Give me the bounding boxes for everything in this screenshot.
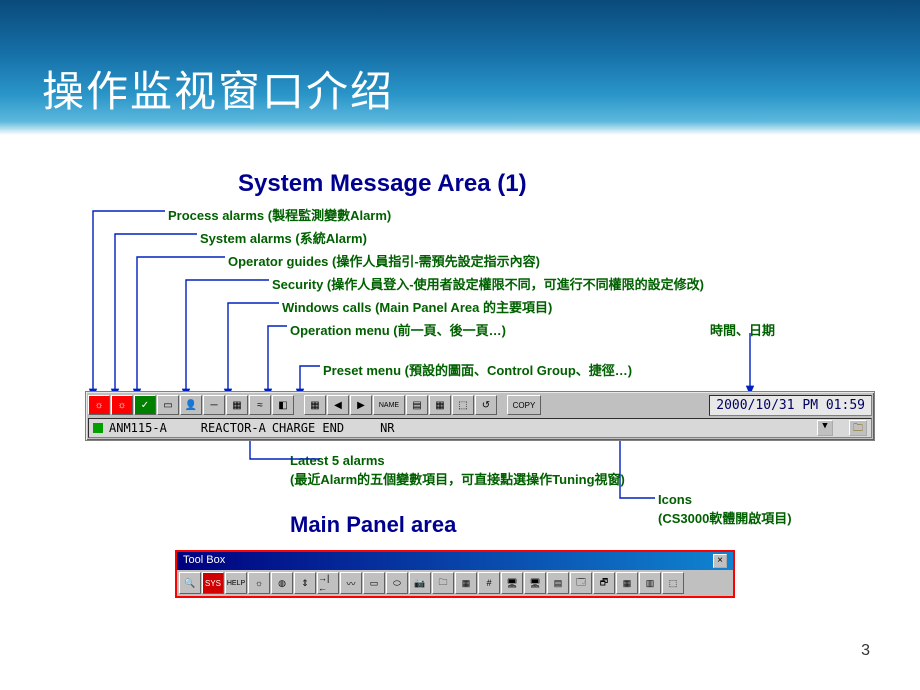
search-icon[interactable]: 🔍	[179, 572, 201, 594]
alarm-msg: CHARGE END	[272, 421, 344, 435]
toolbar-icon[interactable]: ≈	[249, 395, 271, 415]
preset-menu-icon[interactable]: ▦	[304, 395, 326, 415]
alarm-tag: ANM115-A	[109, 421, 167, 435]
annot-latest-alarms-1: Latest 5 alarms	[290, 453, 385, 468]
toolbar-icon[interactable]: ▭	[157, 395, 179, 415]
toolbox-icon[interactable]: 〰	[340, 572, 362, 594]
system-alarm-icon[interactable]: ☼	[111, 395, 133, 415]
alarm-status-icon	[93, 423, 103, 433]
toolbox-icon[interactable]: ▦	[455, 572, 477, 594]
toolbox-icon[interactable]: ▦	[616, 572, 638, 594]
annot-operator-guides: Operator guides (操作人員指引-需預先設定指示內容)	[228, 251, 540, 270]
alarm-unit: REACTOR-A	[201, 421, 266, 435]
page-number: 3	[861, 642, 870, 660]
toolbar-icon[interactable]: ▶	[350, 395, 372, 415]
operator-guide-icon[interactable]: ✓	[134, 395, 156, 415]
toolbox-row: 🔍 SYS HELP ☼ ◍ ⇕ →|← 〰 ▭ ⬭ 📷 🗀 ▦ # 🖥 🖥 ▤…	[177, 570, 733, 596]
toolbox-icon[interactable]: 🖥	[501, 572, 523, 594]
toolbox-icon[interactable]: 🗗	[593, 572, 615, 594]
annot-icons-1: Icons	[658, 492, 692, 507]
toolbox-title-text: Tool Box	[183, 554, 225, 568]
alarm-status: NR	[380, 421, 394, 435]
toolbar-row: ☼ ☼ ✓ ▭ 👤 ─ ▦ ≈ ◧ ▦ ◀ ▶ NAME ▤ ▦ ⬚ ↺ COP…	[88, 394, 872, 416]
alarm-row[interactable]: ANM115-A REACTOR-A CHARGE END NR ▼ 🗀	[88, 418, 872, 438]
slide-title: 操作监视窗口介绍	[42, 58, 394, 119]
close-icon[interactable]: ×	[713, 554, 727, 568]
annot-system-alarms: System alarms (系統Alarm)	[200, 228, 367, 247]
toolbox-icon[interactable]: ⬚	[662, 572, 684, 594]
toolbox-icon[interactable]: #	[478, 572, 500, 594]
toolbox-icon[interactable]: 🗀	[432, 572, 454, 594]
toolbox-icon[interactable]: ◍	[271, 572, 293, 594]
toolbar-icon[interactable]: ▤	[406, 395, 428, 415]
toolbar-icon[interactable]: ⬚	[452, 395, 474, 415]
toolbar-icon[interactable]: ▦	[429, 395, 451, 415]
annot-time-date: 時間、日期	[710, 320, 775, 339]
system-message-bar: ☼ ☼ ✓ ▭ 👤 ─ ▦ ≈ ◧ ▦ ◀ ▶ NAME ▤ ▦ ⬚ ↺ COP…	[85, 391, 875, 441]
section-title-2: Main Panel area	[290, 512, 456, 538]
security-icon[interactable]: 👤	[180, 395, 202, 415]
toolbox-icon[interactable]: 🗔	[570, 572, 592, 594]
annot-latest-alarms-2: (最近Alarm的五個變數項目，可直接點選操作Tuning視窗)	[290, 469, 625, 488]
annot-icons-2: (CS3000軟體開啟項目)	[658, 508, 792, 527]
alarm-folder-icon[interactable]: 🗀	[849, 420, 867, 436]
toolbar-icon[interactable]: ◀	[327, 395, 349, 415]
toolbox-icon[interactable]: ☼	[248, 572, 270, 594]
toolbox-icon[interactable]: 🖥	[524, 572, 546, 594]
name-button[interactable]: NAME	[373, 395, 405, 415]
toolbox-titlebar: Tool Box ×	[177, 552, 733, 570]
toolbox-icon[interactable]: ⇕	[294, 572, 316, 594]
alarm-dropdown-icon[interactable]: ▼	[817, 420, 833, 436]
annot-preset-menu: Preset menu (預設的圖面、Control Group、捷徑…)	[323, 360, 632, 379]
toolbar-icon[interactable]: ↺	[475, 395, 497, 415]
annot-process-alarms: Process alarms (製程監測變數Alarm)	[168, 205, 391, 224]
toolbox-icon[interactable]: 📷	[409, 572, 431, 594]
operation-menu-icon[interactable]: ◧	[272, 395, 294, 415]
toolbox-window: Tool Box × 🔍 SYS HELP ☼ ◍ ⇕ →|← 〰 ▭ ⬭ 📷 …	[175, 550, 735, 598]
section-title-1: System Message Area (1)	[238, 170, 527, 198]
annot-operation-menu: Operation menu (前一頁、後一頁…)	[290, 320, 506, 339]
process-alarm-icon[interactable]: ☼	[88, 395, 110, 415]
toolbox-icon[interactable]: →|←	[317, 572, 339, 594]
sys-button[interactable]: SYS	[202, 572, 224, 594]
toolbox-icon[interactable]: ⬭	[386, 572, 408, 594]
windows-call-icon[interactable]: ▦	[226, 395, 248, 415]
toolbox-icon[interactable]: ▥	[639, 572, 661, 594]
copy-button[interactable]: COPY	[507, 395, 541, 415]
toolbox-icon[interactable]: ▤	[547, 572, 569, 594]
annot-windows-calls: Windows calls (Main Panel Area 的主要項目)	[282, 297, 552, 316]
toolbox-icon[interactable]: ▭	[363, 572, 385, 594]
toolbar-icon[interactable]: ─	[203, 395, 225, 415]
help-button[interactable]: HELP	[225, 572, 247, 594]
annot-security: Security (操作人員登入-使用者設定權限不同，可進行不同權限的設定修改)	[272, 274, 704, 293]
clock-display: 2000/10/31 PM 01:59	[709, 395, 872, 416]
